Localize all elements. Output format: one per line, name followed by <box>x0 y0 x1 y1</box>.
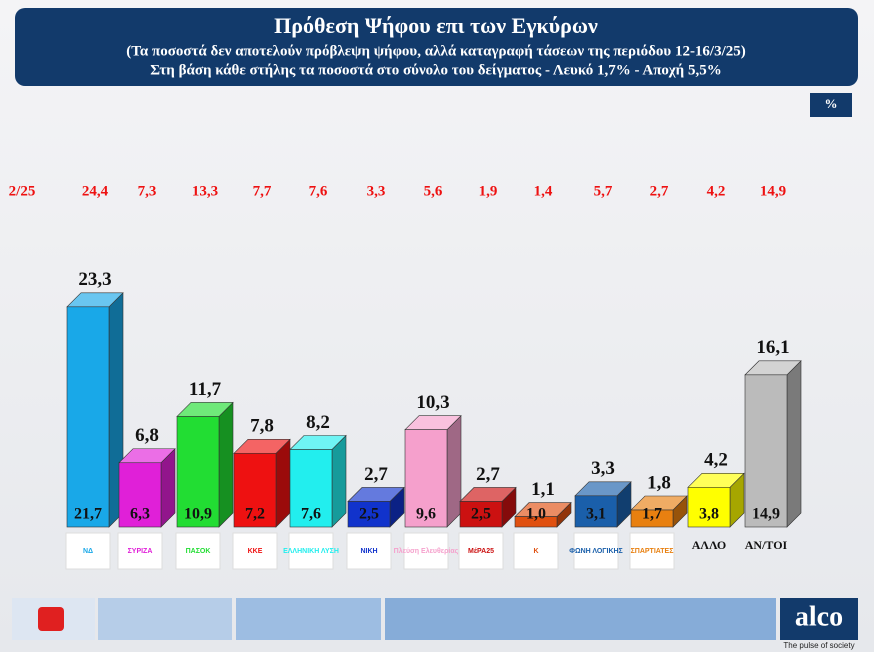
previous-value: 7,7 <box>253 183 272 199</box>
value-label: 8,2 <box>306 412 330 433</box>
party-logo <box>288 532 334 570</box>
party-logo <box>232 532 278 570</box>
value-label: 7,8 <box>250 416 274 437</box>
bar <box>118 462 162 528</box>
party-logo <box>458 532 504 570</box>
previous-label: 2/25 <box>9 183 36 199</box>
previous-value: 4,2 <box>707 183 726 199</box>
value-label: 3,3 <box>591 458 615 479</box>
subtitle: Στη βάση κάθε στήλης τα ποσοστά στο σύνο… <box>150 62 721 78</box>
previous-value: 2,7 <box>650 183 669 199</box>
previous-value: 5,7 <box>594 183 613 199</box>
value-label: 4,2 <box>704 450 728 471</box>
base-value-label: 3,8 <box>699 506 719 523</box>
bar <box>514 516 558 528</box>
bar-side <box>446 414 462 528</box>
base-value-label: 9,6 <box>416 506 436 523</box>
x-tick-label: ΣΠΑΡΤΙΑΤΕΣ <box>631 548 674 555</box>
base-value-label: 10,9 <box>184 506 212 523</box>
subtitle: (Τα ποσοστά δεν αποτελούν πρόβλεψη ψήφου… <box>126 43 746 59</box>
value-label: 2,7 <box>476 464 500 485</box>
x-tick-label: ΦΩΝΗ ΛΟΓΙΚΗΣ <box>569 548 623 555</box>
x-tick-label: Κ <box>533 548 538 555</box>
bar-side <box>218 401 234 528</box>
chart-title: Πρόθεση Ψήφου επι των Εγκύρων <box>274 13 598 38</box>
base-value-label: 1,7 <box>642 506 662 523</box>
base-value-label: 6,3 <box>130 506 150 523</box>
value-label: 6,8 <box>135 425 159 446</box>
party-logo <box>65 532 111 570</box>
bar <box>459 501 503 528</box>
footer-box <box>98 598 232 640</box>
bar <box>687 487 731 528</box>
x-tick-label: ΠΑΣΟΚ <box>186 548 211 555</box>
base-value-label: 2,5 <box>359 506 379 523</box>
previous-value: 5,6 <box>424 183 443 199</box>
base-value-label: 14,9 <box>752 506 780 523</box>
bar <box>574 495 618 528</box>
x-tick-label: ΕΛΛΗΝΙΚΗ ΛΥΣΗ <box>283 548 339 555</box>
party-logo <box>513 532 559 570</box>
previous-value: 14,9 <box>760 183 786 199</box>
value-label: 16,1 <box>756 337 789 358</box>
x-tick-label: Πλεύση Ελευθερίας <box>394 547 459 555</box>
value-label: 2,7 <box>364 464 388 485</box>
value-label: 1,8 <box>647 472 671 493</box>
value-label: 11,7 <box>189 379 222 400</box>
base-value-label: 7,2 <box>245 506 265 523</box>
x-tick-label: ΝΔ <box>83 548 93 555</box>
party-logo <box>175 532 221 570</box>
bar <box>233 452 277 528</box>
bar <box>630 509 674 528</box>
bar-side <box>786 360 802 528</box>
party-logo <box>346 532 392 570</box>
party-logo <box>573 532 619 570</box>
party-logo <box>117 532 163 570</box>
bar <box>66 306 110 528</box>
base-value-label: 3,1 <box>586 506 606 523</box>
x-tick-label: ΝΙΚΗ <box>360 548 377 555</box>
tagline: The pulse of society <box>783 641 854 650</box>
bar <box>404 429 448 528</box>
footer-box <box>385 598 776 640</box>
value-label: 23,3 <box>78 269 111 290</box>
bar-side <box>275 438 291 528</box>
x-tick-label: ΑΛΛΟ <box>692 538 727 552</box>
previous-value: 1,9 <box>479 183 498 199</box>
previous-value: 7,6 <box>309 183 328 199</box>
value-label: 10,3 <box>416 392 449 413</box>
value-label: 1,1 <box>531 479 555 500</box>
bar <box>289 449 333 528</box>
unit-badge <box>810 93 852 117</box>
x-tick-label: ΚΚΕ <box>248 548 263 555</box>
previous-value: 24,4 <box>82 183 109 199</box>
party-logo <box>629 532 675 570</box>
base-value-label: 7,6 <box>301 506 321 523</box>
bar <box>347 501 391 528</box>
previous-value: 1,4 <box>534 183 553 199</box>
x-tick-label: ΜέΡΑ25 <box>468 548 494 555</box>
footer-box <box>236 598 381 640</box>
x-tick-label: ΑΝ/ΤΟΙ <box>745 538 788 552</box>
footer: alco The pulse of society <box>12 598 858 650</box>
bar <box>176 416 220 528</box>
previous-value: 7,3 <box>138 183 157 199</box>
base-value-label: 21,7 <box>74 506 102 523</box>
base-value-label: 1,0 <box>526 506 546 523</box>
bar <box>744 374 788 528</box>
previous-value: 3,3 <box>367 183 386 199</box>
footer-logo <box>38 607 64 631</box>
brand: alco <box>795 601 843 632</box>
party-logo <box>403 532 449 570</box>
unit: % <box>825 96 838 111</box>
footer-brand-box <box>780 598 858 640</box>
base-value-label: 2,5 <box>471 506 491 523</box>
previous-value: 13,3 <box>192 183 218 199</box>
header <box>15 8 858 86</box>
x-tick-label: ΣΥΡΙΖΑ <box>128 548 153 555</box>
bar-side <box>331 434 347 528</box>
